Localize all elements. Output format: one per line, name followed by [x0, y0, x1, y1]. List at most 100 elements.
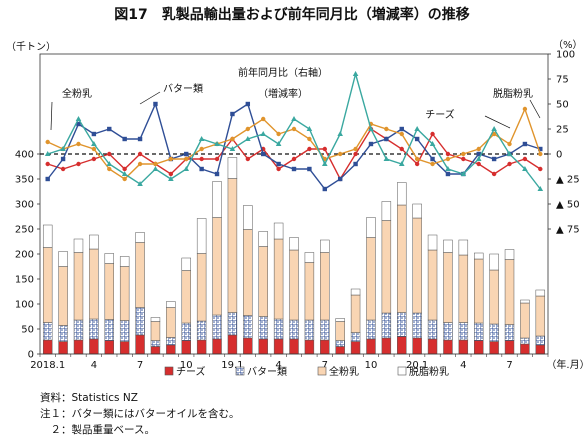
annotation-5: 脱脂粉乳: [493, 87, 533, 100]
bar-チーズ-1: [58, 341, 68, 355]
bar-全粉乳-20: [350, 294, 361, 333]
right-axis-unit: （%）: [553, 40, 583, 51]
yoy-point-バター類-16: [291, 166, 297, 172]
yoy-point-全粉乳-17: [307, 136, 312, 142]
bar-チーズ-2: [73, 339, 84, 355]
yoy-point-脱脂粉乳-24: [414, 126, 420, 131]
legend-label-脱脂粉乳: 脱脂粉乳: [409, 365, 449, 378]
bar-チーズ-26: [443, 339, 453, 355]
annotation-4: チーズ: [425, 108, 455, 121]
bar-全粉乳-13: [243, 229, 253, 316]
bar-バター類-21: [366, 319, 376, 340]
yoy-point-全粉乳-22: [384, 126, 389, 132]
yoy-point-全粉乳-28: [476, 146, 481, 152]
bar-脱脂粉乳-23: [397, 182, 407, 206]
yoy-point-チーズ-13: [245, 156, 251, 162]
yoy-point-脱脂粉乳-15: [275, 141, 282, 146]
bar-脱脂粉乳-26: [443, 239, 453, 253]
yoy-point-全粉乳-19: [337, 151, 343, 157]
bar-全粉乳-8: [166, 307, 176, 338]
leader-2: [484, 115, 511, 129]
chart-title: 図17 乳製品輸出量および前年同月比（増減率）の推移: [114, 7, 470, 23]
right-tick-label-0: 100: [556, 50, 575, 61]
yoy-point-全粉乳-27: [461, 151, 466, 157]
bar-全粉乳-18: [320, 252, 330, 321]
yoy-point-バター類-15: [276, 161, 281, 167]
yoy-point-全粉乳-0: [45, 139, 50, 145]
yoy-point-脱脂粉乳-31: [522, 166, 528, 171]
yoy-point-脱脂粉乳-0: [44, 151, 51, 156]
bar-全粉乳-29: [489, 269, 499, 325]
yoy-point-脱脂粉乳-14: [260, 131, 267, 136]
yoy-point-全粉乳-31: [522, 106, 528, 112]
yoy-point-脱脂粉乳-3: [91, 141, 97, 146]
yoy-point-バター類-13: [245, 101, 251, 107]
bar-脱脂粉乳-13: [243, 205, 253, 230]
yoy-point-チーズ-28: [476, 161, 481, 167]
legend-swatch-脱脂粉乳: [397, 366, 407, 376]
yoy-point-チーズ-32: [538, 166, 543, 172]
yoy-point-全粉乳-3: [91, 146, 97, 152]
yoy-point-脱脂粉乳-7: [152, 166, 159, 171]
x-tick-label-9: 10: [180, 360, 193, 371]
yoy-point-脱脂粉乳-2: [75, 116, 82, 121]
bar-全粉乳-6: [135, 242, 145, 308]
bar-脱脂粉乳-31: [520, 299, 530, 304]
yoy-point-チーズ-24: [414, 161, 420, 167]
x-tick-label-21: 10: [365, 360, 378, 371]
yoy-point-全粉乳-14: [261, 116, 266, 122]
right-tick-label-6: ▲ 50: [556, 200, 580, 211]
left-tick-label-150: 150: [15, 275, 34, 286]
bar-チーズ-11: [212, 338, 222, 355]
bar-脱脂粉乳-28: [474, 252, 484, 260]
note-source: 資料：Statistics NZ: [40, 392, 138, 404]
bar-バター類-23: [397, 312, 407, 337]
yoy-point-バター類-6: [137, 136, 143, 142]
bar-脱脂粉乳-16: [289, 237, 299, 251]
yoy-point-脱脂粉乳-25: [429, 141, 436, 146]
yoy-point-バター類-7: [153, 101, 158, 107]
yoy-point-バター類-21: [368, 141, 374, 147]
yoy-point-バター類-14: [261, 151, 266, 157]
yoy-point-脱脂粉乳-22: [383, 156, 390, 161]
yoy-point-チーズ-8: [168, 171, 174, 177]
bar-全粉乳-25: [427, 249, 438, 321]
bar-チーズ-32: [535, 344, 546, 355]
bar-全粉乳-1: [58, 266, 68, 326]
x-tick-label-12: 19.1: [221, 360, 243, 371]
bar-バター類-27: [458, 322, 469, 341]
yoy-point-チーズ-6: [137, 151, 143, 157]
left-tick-label-400: 400: [15, 150, 34, 161]
bar-バター類-2: [73, 319, 84, 341]
bar-バター類-7: [150, 340, 161, 347]
x-tick-label-0: 2018.1: [30, 360, 65, 371]
yoy-point-バター類-2: [76, 121, 81, 127]
yoy-point-脱脂粉乳-8: [168, 176, 174, 181]
bar-バター類-26: [443, 322, 453, 341]
left-tick-label-300: 300: [15, 200, 34, 211]
x-axis-unit: （年.月）: [546, 358, 584, 371]
bar-チーズ-8: [166, 344, 176, 355]
bar-バター類-13: [243, 315, 253, 339]
bar-脱脂粉乳-8: [166, 301, 176, 308]
yoy-point-チーズ-17: [307, 146, 312, 152]
leader-1: [139, 91, 161, 105]
yoy-point-チーズ-18: [322, 146, 327, 152]
yoy-point-バター類-0: [45, 176, 50, 182]
bar-全粉乳-7: [150, 321, 161, 341]
bar-バター類-19: [335, 340, 345, 347]
bar-脱脂粉乳-22: [381, 201, 392, 221]
yoy-point-バター類-12: [230, 111, 235, 117]
yoy-point-バター類-4: [107, 126, 112, 132]
yoy-point-チーズ-2: [76, 161, 81, 167]
yoy-point-チーズ-11: [214, 156, 220, 162]
yoy-point-脱脂粉乳-4: [106, 161, 113, 166]
annotation-3: バター類: [163, 83, 203, 95]
left-tick-label-50: 50: [21, 325, 34, 336]
bar-チーズ-6: [135, 334, 145, 355]
bar-脱脂粉乳-25: [427, 234, 438, 251]
x-tick-label-3: 4: [91, 360, 97, 371]
bar-脱脂粉乳-14: [258, 231, 268, 247]
yoy-point-バター類-26: [445, 171, 451, 177]
yoy-point-脱脂粉乳-17: [306, 126, 313, 131]
